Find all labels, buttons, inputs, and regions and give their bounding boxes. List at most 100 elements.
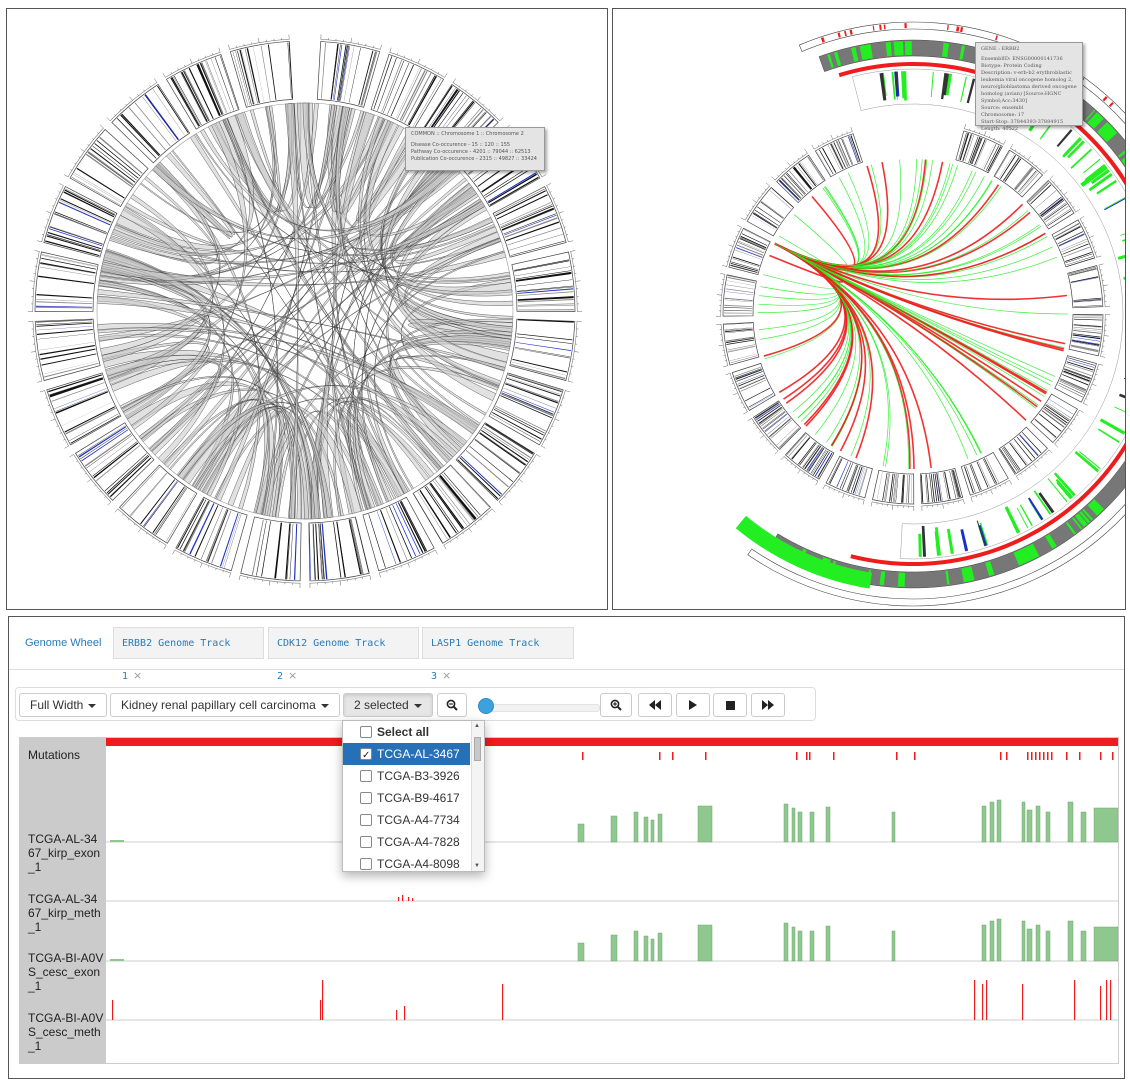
chromosome-band [735, 369, 763, 380]
scale-tick [752, 199, 757, 203]
checkbox[interactable] [360, 836, 372, 848]
scroll-down-icon[interactable]: ▼ [474, 863, 480, 869]
scale-tick [1027, 155, 1031, 161]
rewind-button[interactable] [638, 693, 672, 717]
dropdown-item[interactable]: TCGA-A4-7828 [343, 831, 470, 853]
checkbox[interactable] [360, 792, 372, 804]
chromosome-band [891, 473, 895, 502]
chromosome-band [1069, 268, 1097, 276]
chromosome-band [485, 423, 534, 455]
zoom-out-button[interactable] [437, 693, 467, 717]
scale-tick [1015, 475, 1020, 481]
close-icon[interactable]: × [442, 669, 452, 682]
tab-lasp1-track[interactable]: LASP1 Genome Track 3 × [422, 627, 574, 682]
play-button[interactable] [676, 693, 710, 717]
chromosome-band [46, 234, 101, 251]
checkbox[interactable] [360, 770, 372, 782]
scroll-up-icon[interactable]: ▲ [474, 723, 480, 729]
chromosome-band [260, 45, 271, 101]
chromosome-band [786, 172, 806, 195]
chromosome-band [399, 70, 426, 121]
chromosome-band [417, 491, 448, 540]
tab-cdk12-track[interactable]: CDK12 Genome Track 2 × [268, 627, 419, 682]
tab-genome-wheel[interactable]: Genome Wheel [17, 627, 109, 659]
chromosome-band [1040, 198, 1063, 216]
chromosome-band [819, 149, 834, 175]
dropdown-item-select-all[interactable]: Select all [343, 721, 470, 743]
chromosome-band [429, 483, 463, 530]
chromosome-band [1010, 441, 1028, 465]
scale-tick [380, 44, 382, 50]
scale-tick [573, 351, 579, 353]
chromosome-outline [111, 83, 191, 164]
chromosome-band [816, 151, 831, 176]
zoom-slider-handle[interactable] [478, 698, 494, 714]
genome-wheel-left[interactable]: COMMON :: Chromosome 1 :: Chromosome 2 D… [6, 8, 608, 610]
exon-bar [643, 816, 649, 843]
scale-tick [797, 469, 801, 474]
chromosome-band [373, 56, 393, 110]
chromosome-band [287, 42, 292, 99]
chromosome-band [502, 209, 555, 231]
chromosome-ideogram [412, 464, 496, 550]
chromosome-band [74, 172, 123, 202]
chromosome-band [1003, 157, 1020, 182]
chromosome-band [799, 162, 817, 186]
chromosome-band [727, 275, 756, 282]
chromosome-outline [722, 274, 757, 317]
exon-mark [1013, 549, 1026, 566]
scale-tick [37, 240, 42, 243]
chromosome-band [1041, 410, 1065, 428]
chromosome-band [764, 413, 787, 432]
dropdown-item[interactable]: TCGA-A4-8098 [343, 853, 470, 871]
right-circos-plot[interactable] [613, 9, 1130, 609]
chromosome-band [199, 62, 223, 115]
dropdown-item[interactable]: TCGA-A4-7734 [343, 809, 470, 831]
dropdown-item[interactable]: TCGA-B9-4617 [343, 787, 470, 809]
mutation-mark [883, 24, 886, 30]
scale-tick [737, 224, 742, 228]
chromosome-band [481, 430, 529, 463]
chromosome-band [1059, 379, 1086, 392]
chromosome-band [336, 521, 346, 577]
width-dropdown-button[interactable]: Full Width [19, 693, 108, 717]
chromosome-band [503, 214, 557, 236]
exon-bar [657, 932, 663, 962]
fast-forward-button[interactable] [751, 693, 785, 717]
zoom-in-button[interactable] [600, 693, 632, 717]
close-icon[interactable]: × [288, 669, 298, 682]
dropdown-item[interactable]: TCGA-B3-3926 [343, 765, 470, 787]
scale-tick [172, 549, 176, 555]
disease-dropdown-button[interactable]: Kidney renal papillary cell carcinoma [110, 693, 340, 717]
chromosome-band [495, 190, 546, 217]
checkbox[interactable] [360, 858, 372, 870]
checkbox[interactable] [360, 814, 372, 826]
mutation-tick [1051, 752, 1053, 760]
scale-tick [477, 96, 481, 101]
chromosome-band [1073, 330, 1102, 334]
checkbox-checked[interactable] [360, 745, 372, 767]
close-icon[interactable]: × [133, 669, 143, 682]
chromosome-band [78, 426, 127, 458]
chromosome-band [1073, 328, 1102, 332]
stop-button[interactable] [713, 693, 747, 717]
exon-mark [1087, 112, 1104, 129]
left-circos-plot[interactable] [7, 9, 607, 609]
sample-dropdown-menu[interactable]: Select all TCGA-AL-3467 TCGA-B3-3926 TCG… [342, 720, 485, 872]
tab-erbb2-track[interactable]: ERBB2 Genome Track 1 × [113, 627, 264, 682]
track-plot-area[interactable] [106, 738, 1118, 1063]
checkbox[interactable] [360, 726, 372, 738]
scale-tick [771, 176, 776, 181]
zoom-slider-track[interactable] [486, 704, 600, 712]
genome-tracks[interactable]: Mutations TCGA-AL-3467_kirp_exon_1 TCGA-… [19, 737, 1119, 1064]
scale-axis [1098, 264, 1106, 307]
sample-select-button[interactable]: 2 selected [343, 693, 433, 717]
genome-wheel-right[interactable]: GENE : ERBB2 EnsemblID: ENSG00000141736 … [612, 8, 1130, 610]
chromosome-band [517, 291, 574, 297]
dropdown-item[interactable]: TCGA-AL-3467 [343, 743, 470, 767]
dropdown-scrollbar[interactable]: ▲ ▼ [471, 721, 484, 871]
chromosome-band [219, 513, 239, 567]
scrollbar-thumb[interactable] [474, 737, 481, 761]
chromosome-band [47, 231, 102, 250]
chromosome-band [189, 503, 215, 555]
